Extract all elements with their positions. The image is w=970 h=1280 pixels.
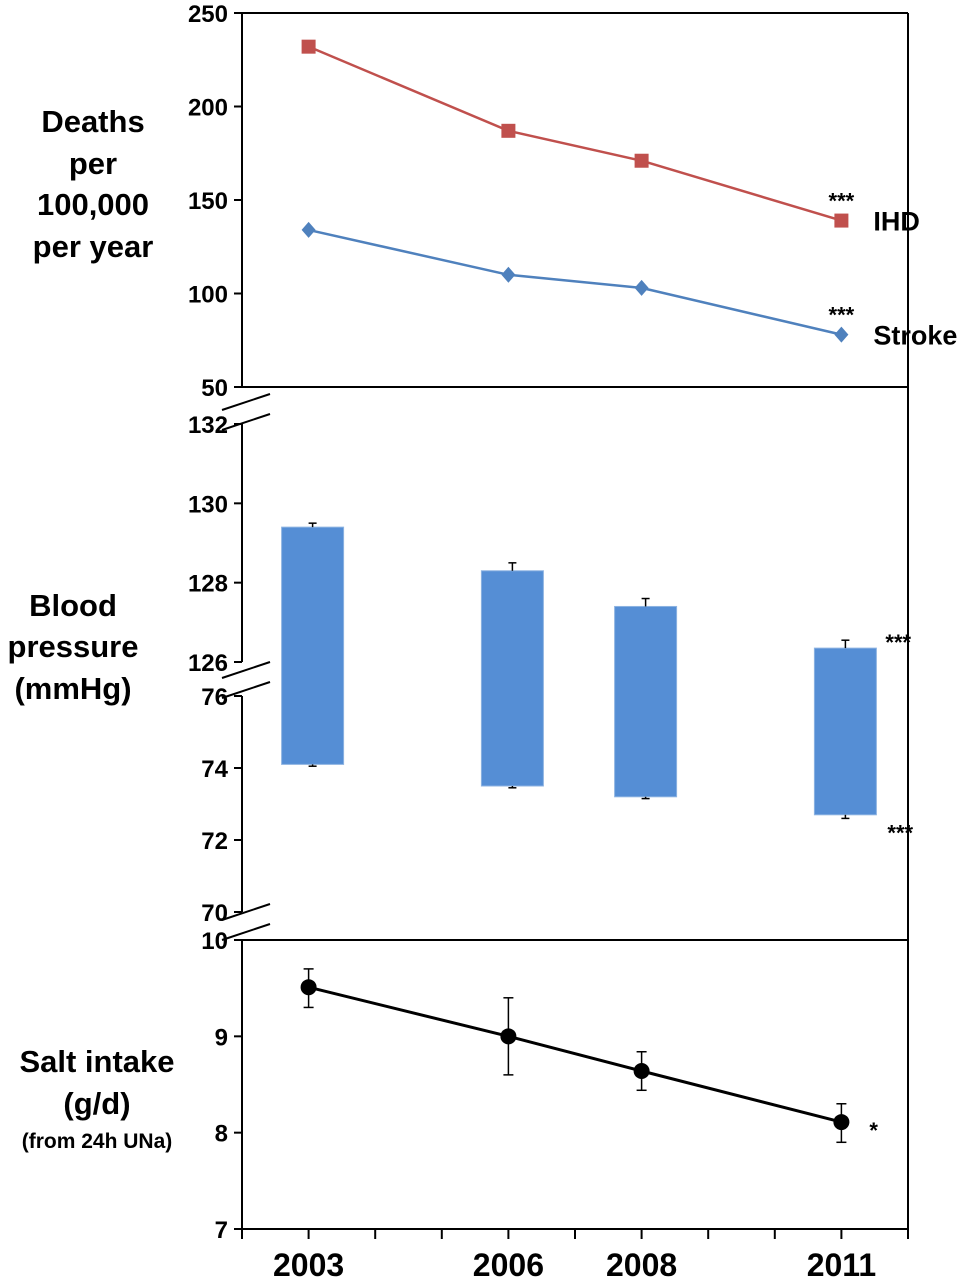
bp-bar: [281, 526, 345, 765]
systolic-y-tick-label: 132: [188, 412, 228, 439]
label-background: [863, 314, 966, 355]
systolic-y-tick-label: 128: [188, 571, 228, 598]
ihd-marker: [301, 39, 316, 54]
deaths-ylabel-line: per year: [33, 229, 154, 264]
salt-y-tick-label: 8: [215, 1121, 228, 1148]
salt-y-tick-label: 10: [201, 928, 228, 955]
salt-marker: [833, 1114, 850, 1131]
deaths-y-tick-label: 200: [188, 95, 228, 122]
x-tick-label: 2003: [273, 1247, 344, 1280]
ihd-marker: [634, 153, 649, 168]
salt-ylabel-line: (g/d): [63, 1086, 130, 1121]
salt-marker: [500, 1028, 517, 1045]
x-tick-label: 2006: [473, 1247, 544, 1280]
systolic-y-tick-label: 126: [188, 650, 228, 677]
bp-ylabel-line: pressure: [8, 629, 139, 664]
bp-bar: [813, 647, 877, 816]
stroke-marker: [301, 221, 316, 238]
salt-significance: *: [869, 1118, 878, 1143]
diastolic-y-tick-label: 74: [201, 756, 228, 783]
bp-ylabel-line: Blood: [29, 588, 117, 623]
deaths-ylabel-line: Deaths: [41, 104, 144, 139]
salt-marker: [300, 979, 317, 996]
deaths-y-tick-label: 50: [201, 375, 228, 402]
systolic-y-tick-label: 130: [188, 491, 228, 518]
stroke-marker: [634, 279, 649, 296]
x-tick-label: 2008: [606, 1247, 677, 1280]
deaths-ylabel-line: per: [69, 146, 117, 181]
label-background: [863, 200, 915, 241]
salt-ylabel-line: Salt intake: [19, 1044, 174, 1079]
ihd-series-label: IHD: [873, 207, 920, 237]
axis-break-mark: [221, 393, 271, 411]
deaths-y-tick-label: 150: [188, 188, 228, 215]
stroke-significance: ***: [829, 303, 855, 328]
x-tick-label: 2011: [807, 1247, 876, 1280]
deaths-y-tick-label: 250: [188, 1, 228, 28]
diastolic-y-tick-label: 70: [201, 900, 228, 927]
axis-break-mark: [221, 681, 271, 699]
diastolic-significance: ***: [887, 820, 913, 845]
ihd-marker: [501, 123, 516, 138]
stroke-series-line: [308, 228, 842, 336]
bp-bar: [614, 605, 678, 798]
deaths-ylabel-line: 100,000: [37, 187, 149, 222]
ihd-marker: [834, 213, 849, 228]
salt-series-line: [308, 985, 842, 1124]
ihd-significance: ***: [829, 189, 855, 214]
bp-bar: [480, 570, 544, 787]
stroke-marker: [501, 266, 516, 283]
stroke-marker: [834, 326, 849, 343]
salt-y-tick-label: 7: [215, 1217, 228, 1244]
ihd-series-line: [308, 45, 842, 222]
bp-ylabel-line: (mmHg): [14, 671, 131, 706]
axis-break-mark: [221, 413, 271, 431]
salt-y-tick-label: 9: [215, 1024, 228, 1051]
deaths-y-tick-label: 100: [188, 282, 228, 309]
axis-break-mark: [221, 923, 271, 941]
axis-break-mark: [221, 661, 271, 679]
diastolic-y-tick-label: 72: [201, 828, 228, 855]
salt-marker: [633, 1063, 650, 1080]
stroke-series-label: Stroke: [873, 321, 957, 351]
axis-break-mark: [221, 903, 271, 921]
salt-ylabel-sub: (from 24h UNa): [22, 1130, 173, 1153]
